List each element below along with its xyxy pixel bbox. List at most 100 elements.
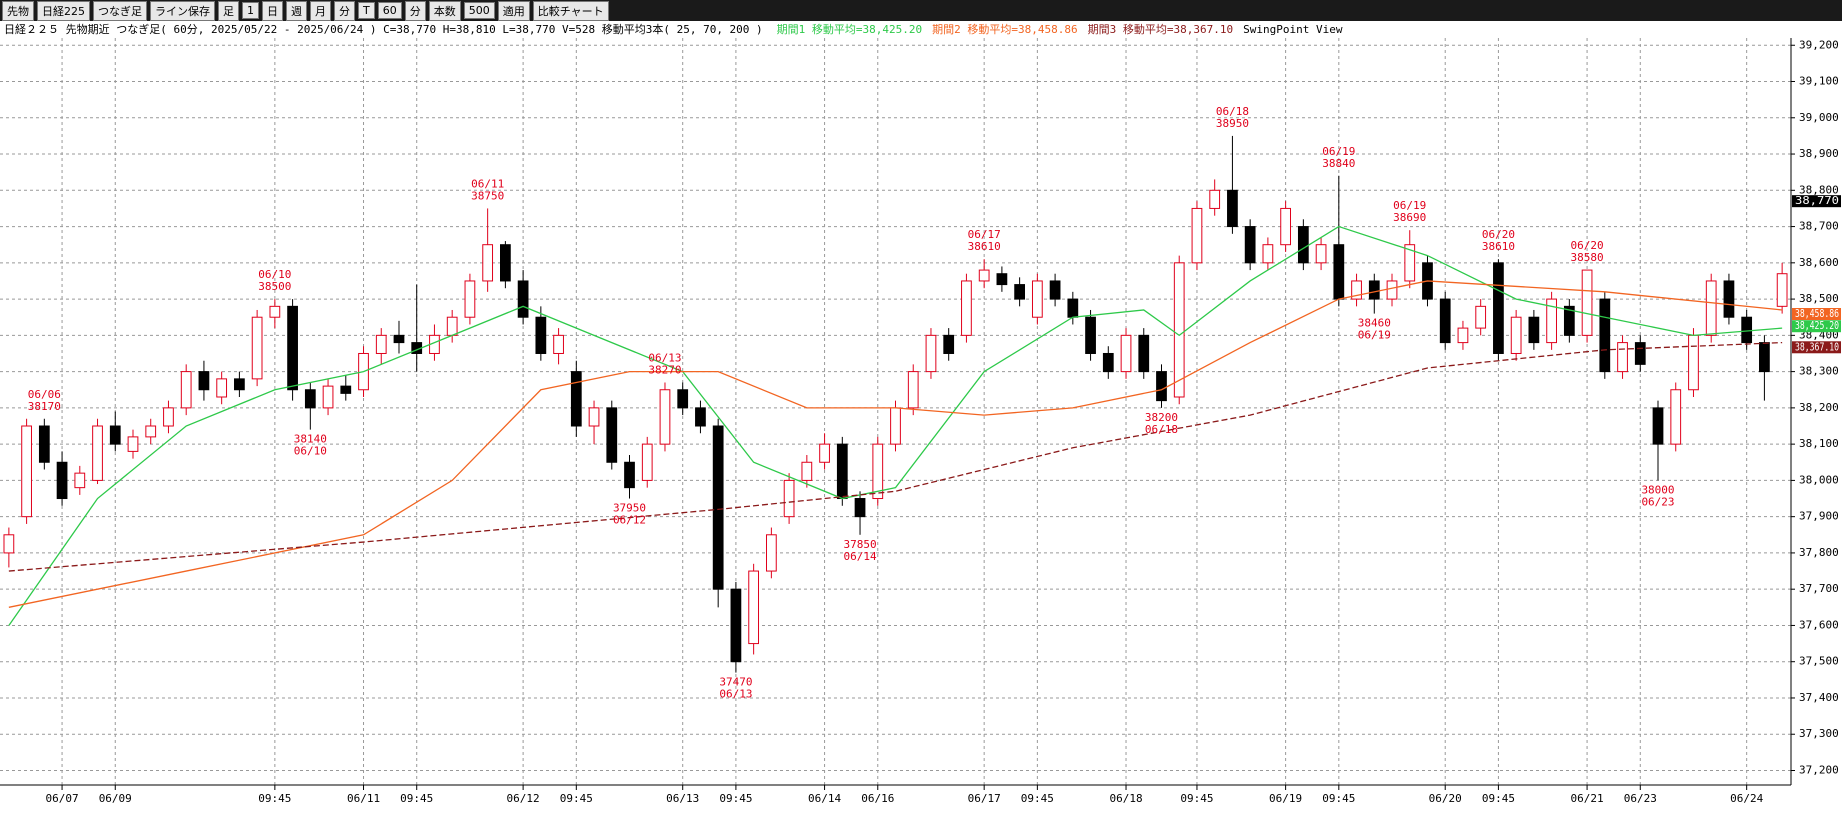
candle-body <box>890 407 901 445</box>
toolbar-item[interactable]: 本数 <box>428 0 461 21</box>
candle-body <box>1475 305 1487 329</box>
chart-title: 日経２２５ 先物期近 つなぎ足( 60分, 2025/05/22 - 2025/… <box>4 22 763 36</box>
chart: 日経２２５ 先物期近 つなぎ足( 60分, 2025/05/22 - 2025/… <box>0 22 1841 805</box>
y-tick-label: 37,900 <box>1799 510 1839 523</box>
candle-body <box>393 334 405 344</box>
legend-entry: 期間2 移動平均=38,458.86 <box>932 22 1077 36</box>
toolbar-item[interactable]: 1 <box>242 2 259 19</box>
y-tick-label: 38,900 <box>1799 147 1839 160</box>
candle-body <box>819 443 830 463</box>
swing-date: 06/20 <box>1571 239 1604 252</box>
x-tick-label: 09:45 <box>1482 792 1515 805</box>
swing-date: 06/18 <box>1145 423 1178 436</box>
candle-body <box>1138 334 1150 373</box>
candle-body <box>1670 389 1682 445</box>
toolbar-item[interactable]: 適用 <box>497 0 530 21</box>
candle-body <box>1688 334 1699 391</box>
moving-average <box>8 280 1783 608</box>
swing-date: 06/20 <box>1482 228 1515 241</box>
toolbar-item[interactable]: ライン保存 <box>150 0 215 21</box>
candle-body <box>269 305 281 318</box>
x-tick-label: 09:45 <box>1322 792 1355 805</box>
price-tag-label: 38,367.10 <box>1795 340 1839 353</box>
candle-body <box>1599 298 1611 373</box>
candle-body <box>1759 342 1770 373</box>
x-tick-label: 06/16 <box>861 792 894 805</box>
candle-body <box>198 371 210 391</box>
swing-price: 38200 <box>1145 411 1178 424</box>
candle-body <box>641 443 653 481</box>
y-tick-label: 38,300 <box>1799 365 1839 378</box>
candle-body <box>482 244 494 282</box>
toolbar-item[interactable]: 500 <box>463 2 495 19</box>
candle-body <box>1333 244 1345 300</box>
legend-entry: 期間3 移動平均=38,367.10 <box>1088 22 1233 36</box>
candle-body <box>1315 244 1327 264</box>
swing-price: 37950 <box>613 502 646 515</box>
toolbar-item[interactable]: 週 <box>286 0 307 21</box>
toolbar-item[interactable]: 日経225 <box>37 0 90 21</box>
y-tick-label: 37,200 <box>1799 763 1839 776</box>
price-tag <box>1792 341 1841 354</box>
y-tick-label: 37,700 <box>1799 582 1839 595</box>
candle-body <box>56 461 68 500</box>
x-tick-label: 06/19 <box>1269 792 1302 805</box>
candle-body <box>446 316 458 336</box>
x-tick-label: 06/11 <box>347 792 380 805</box>
toolbar-item[interactable]: 先物 <box>2 0 34 21</box>
candle-body <box>1102 352 1114 373</box>
swing-date: 06/06 <box>28 388 61 401</box>
toolbar-item[interactable]: T <box>358 2 375 19</box>
candle-body <box>1209 189 1221 209</box>
candle-body <box>517 280 529 318</box>
candle-body <box>1085 316 1096 354</box>
y-tick-label: 38,200 <box>1799 401 1839 414</box>
swing-date: 06/10 <box>294 445 327 458</box>
candle-body <box>304 389 316 409</box>
candle-body <box>340 385 352 394</box>
x-tick-label: 06/13 <box>666 792 699 805</box>
swing-price: 38950 <box>1216 117 1249 130</box>
toolbar-item[interactable]: 60 <box>377 2 402 19</box>
toolbar-item[interactable]: つなぎ足 <box>93 0 147 21</box>
swing-date: 06/19 <box>1393 199 1426 212</box>
x-tick-label: 06/12 <box>507 792 540 805</box>
candle-body <box>588 407 600 427</box>
candle-body <box>606 407 618 463</box>
y-tick-label: 38,000 <box>1799 473 1839 486</box>
candle-body <box>1067 298 1079 318</box>
x-tick-label: 06/14 <box>808 792 841 805</box>
candle-body <box>1351 280 1362 300</box>
chart-subtitle: SwingPoint View <box>1243 23 1343 36</box>
y-tick-label: 38,500 <box>1799 292 1839 305</box>
price-tag-label: 38,458.86 <box>1795 307 1839 320</box>
toolbar-item[interactable]: 足 <box>218 0 239 21</box>
swing-date: 06/14 <box>843 550 876 563</box>
swing-date: 06/23 <box>1641 495 1674 508</box>
x-tick-label: 06/07 <box>46 792 79 805</box>
y-tick-label: 39,200 <box>1799 38 1839 51</box>
toolbar-item[interactable]: 日 <box>262 0 283 21</box>
y-tick-label: 39,100 <box>1799 75 1839 88</box>
y-tick-label: 37,300 <box>1799 727 1839 740</box>
swing-price: 37470 <box>719 676 752 689</box>
toolbar-item[interactable]: 分 <box>404 0 426 21</box>
candle-body <box>1652 407 1664 445</box>
candle-body <box>1031 280 1043 318</box>
toolbar-item[interactable]: 分 <box>334 0 355 21</box>
toolbar-item[interactable]: 比較チャート <box>532 0 609 21</box>
candle-body <box>872 443 884 500</box>
candle-body <box>535 316 547 354</box>
swing-price: 38610 <box>968 240 1001 253</box>
candle-body <box>74 472 86 489</box>
candle-body <box>251 316 263 380</box>
candle-body <box>801 461 813 481</box>
candle-body <box>1741 316 1753 344</box>
y-tick-label: 38,600 <box>1799 256 1839 269</box>
candle-body <box>38 425 50 463</box>
swing-price: 38690 <box>1393 211 1426 224</box>
swing-price: 38500 <box>258 280 291 293</box>
toolbar-item[interactable]: 月 <box>310 0 331 21</box>
candle-body <box>1368 280 1380 300</box>
candle-body <box>712 425 724 590</box>
